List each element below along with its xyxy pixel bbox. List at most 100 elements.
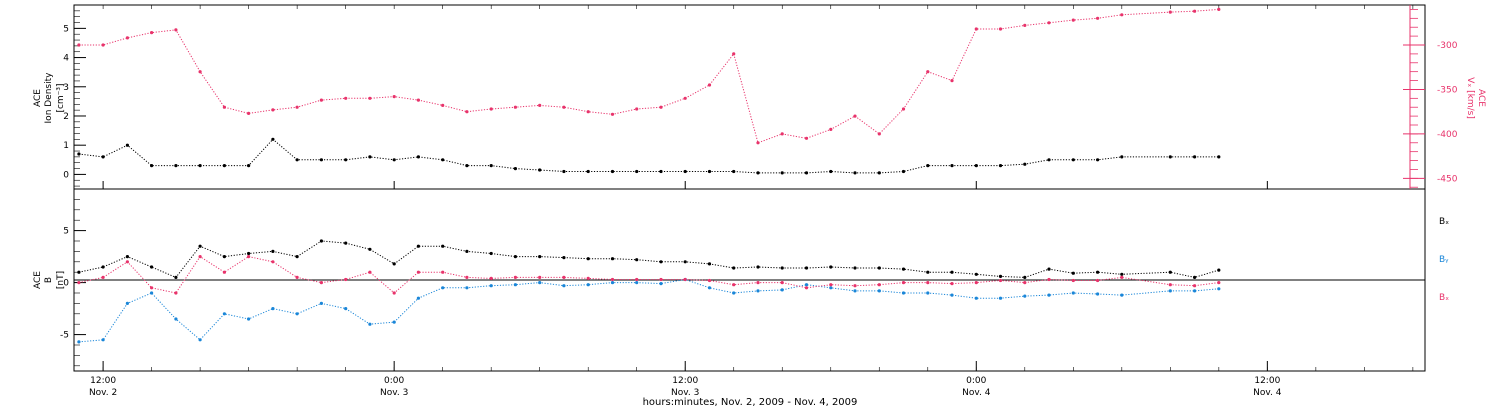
vx-point xyxy=(247,111,251,115)
by-point xyxy=(1193,289,1197,293)
vx-point xyxy=(77,43,81,47)
vx-point xyxy=(756,141,760,145)
ion-density-point xyxy=(368,155,372,159)
by-trace xyxy=(78,278,1219,343)
bz-point xyxy=(222,270,226,274)
vx-point xyxy=(513,105,518,109)
bx-point xyxy=(901,267,906,271)
ion-density-point xyxy=(295,158,299,162)
bz-point xyxy=(586,276,590,280)
bx-point xyxy=(732,266,736,270)
vx-point xyxy=(222,105,226,109)
x-tick-label-time: 12:00 xyxy=(672,376,698,386)
ion-density-point xyxy=(901,169,906,174)
bz-point xyxy=(926,281,930,285)
bz-point xyxy=(901,281,906,285)
bz-point xyxy=(1217,281,1221,285)
bx-point xyxy=(441,244,445,248)
ion-density-point xyxy=(586,169,590,174)
bx-point xyxy=(659,260,663,264)
ion-density-point xyxy=(756,171,760,175)
x-tick-label-day: Nov. 2 xyxy=(89,388,117,398)
bz-point xyxy=(610,277,615,282)
x-axis-title: hours:minutes, Nov. 2, 2009 - Nov. 4, 20… xyxy=(643,397,858,408)
vx-point xyxy=(877,132,881,136)
bz-point xyxy=(538,275,542,279)
ion-density-point xyxy=(198,164,202,168)
by-point xyxy=(659,282,663,286)
bx-point xyxy=(368,247,372,251)
by-point xyxy=(586,283,590,287)
bx-point xyxy=(222,255,226,259)
bz-trace xyxy=(78,255,1219,294)
vx-point xyxy=(586,110,590,114)
bx-point xyxy=(562,256,566,260)
bz-point xyxy=(804,286,809,290)
bz-point xyxy=(174,291,178,295)
bz-point xyxy=(392,291,396,295)
right-y-tick-label: -350 xyxy=(1437,85,1458,95)
top-panel-frame xyxy=(73,4,1426,190)
bz-point xyxy=(150,286,154,290)
ion-density-point xyxy=(392,158,396,162)
bx-point xyxy=(1217,268,1221,272)
bx-point xyxy=(465,249,469,253)
bx-point xyxy=(247,251,251,256)
vx-point xyxy=(1193,9,1197,13)
vx-point xyxy=(271,108,275,112)
ion-density-point xyxy=(247,164,251,168)
ion-density-trace xyxy=(78,138,1219,174)
ion-density-point xyxy=(610,169,615,174)
vx-point xyxy=(1217,7,1221,11)
bz-point xyxy=(247,255,251,259)
ion-density-point xyxy=(513,167,518,171)
bx-point xyxy=(198,244,202,248)
ion-density-point xyxy=(780,171,784,175)
bx-point xyxy=(77,270,81,274)
by-point xyxy=(853,289,857,293)
y-tick-label: 1 xyxy=(63,141,69,151)
bx-point xyxy=(1023,275,1027,279)
top-right-y-axis: -450 -400 -350 -300 xyxy=(1403,5,1458,189)
y-tick-label: 0 xyxy=(63,170,69,180)
bz-point xyxy=(344,277,348,282)
bx-point xyxy=(489,251,493,256)
bx-point xyxy=(1193,275,1197,279)
bottom-ylabel-line2: B xyxy=(44,277,54,283)
vx-point xyxy=(319,98,323,102)
y-tick-label: 3 xyxy=(63,83,69,93)
top-right-ylabel-line2: Vₓ [km/s] xyxy=(1465,77,1475,119)
ion-density-point xyxy=(125,143,129,147)
vx-point xyxy=(441,103,445,107)
bz-point xyxy=(659,277,663,282)
vx-point xyxy=(659,105,663,109)
vx-point xyxy=(150,30,154,35)
vx-point xyxy=(1071,18,1075,22)
bz-point xyxy=(829,283,833,287)
bz-point xyxy=(271,260,275,264)
ion-density-point xyxy=(1023,162,1027,166)
bx-point xyxy=(804,266,809,270)
ion-density-point xyxy=(416,155,420,159)
bx-point xyxy=(998,274,1003,278)
bottom-ylabel-line1: ACE xyxy=(33,271,43,289)
by-point xyxy=(877,289,881,293)
ion-density-point xyxy=(441,158,445,162)
ion-density-point xyxy=(1217,155,1221,159)
ion-density-point xyxy=(1047,158,1051,162)
by-point xyxy=(271,307,275,311)
by-point xyxy=(756,289,760,293)
vx-point xyxy=(125,36,129,40)
bz-point xyxy=(295,275,299,279)
bx-point xyxy=(635,258,639,262)
bx-point xyxy=(344,241,348,245)
bz-point xyxy=(513,275,518,279)
bx-point xyxy=(683,260,687,264)
vx-point xyxy=(101,43,105,47)
vx-point xyxy=(974,27,978,31)
vx-point xyxy=(853,114,857,118)
by-point xyxy=(780,288,784,292)
right-y-tick-label: -450 xyxy=(1437,174,1458,184)
by-point xyxy=(198,338,202,342)
bx-point xyxy=(416,244,420,248)
